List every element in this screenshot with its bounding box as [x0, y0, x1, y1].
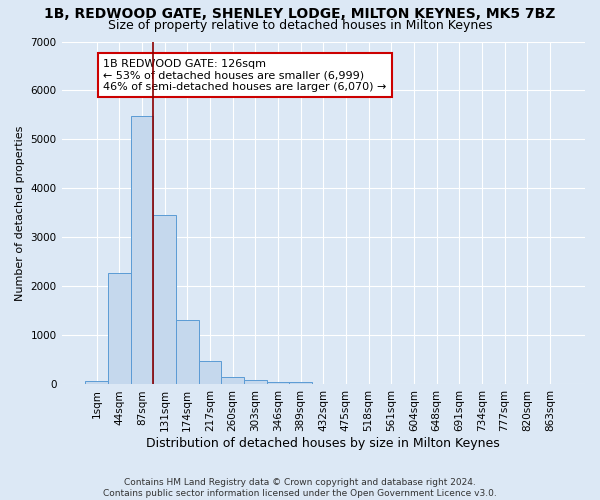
Bar — [199, 362, 221, 384]
Bar — [131, 116, 154, 384]
Text: Size of property relative to detached houses in Milton Keynes: Size of property relative to detached ho… — [108, 19, 492, 32]
Text: 1B REDWOOD GATE: 126sqm
← 53% of detached houses are smaller (6,999)
46% of semi: 1B REDWOOD GATE: 126sqm ← 53% of detache… — [103, 58, 387, 92]
Bar — [221, 377, 244, 384]
Text: 1B, REDWOOD GATE, SHENLEY LODGE, MILTON KEYNES, MK5 7BZ: 1B, REDWOOD GATE, SHENLEY LODGE, MILTON … — [44, 8, 556, 22]
Bar — [289, 382, 312, 384]
Bar — [108, 273, 131, 384]
Bar — [266, 382, 289, 384]
Text: Contains HM Land Registry data © Crown copyright and database right 2024.
Contai: Contains HM Land Registry data © Crown c… — [103, 478, 497, 498]
Bar — [154, 216, 176, 384]
Y-axis label: Number of detached properties: Number of detached properties — [15, 126, 25, 300]
X-axis label: Distribution of detached houses by size in Milton Keynes: Distribution of detached houses by size … — [146, 437, 500, 450]
Bar — [176, 320, 199, 384]
Bar — [244, 380, 266, 384]
Bar — [85, 380, 108, 384]
